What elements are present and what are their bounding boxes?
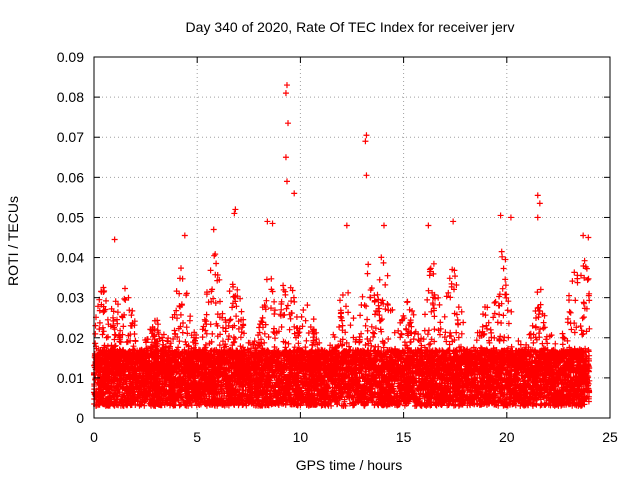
- x-tick-label: 10: [293, 429, 309, 445]
- data-point-outlier: [507, 214, 514, 221]
- x-tick-label: 5: [193, 429, 201, 445]
- data-point-outlier: [210, 226, 217, 233]
- y-axis-label: ROTI / TECUs: [5, 196, 21, 286]
- data-point-outlier: [269, 220, 276, 227]
- x-tick-label: 15: [396, 429, 412, 445]
- data-point-outlier: [232, 206, 239, 213]
- data-point-outlier: [282, 154, 289, 161]
- data-point-outlier: [264, 218, 271, 225]
- data-point-outlier: [536, 200, 543, 207]
- y-tick-label: 0.05: [57, 209, 84, 225]
- y-tick-label: 0.01: [57, 370, 84, 386]
- data-point-outlier: [425, 222, 432, 229]
- x-tick-label: 0: [90, 429, 98, 445]
- chart-title: Day 340 of 2020, Rate Of TEC Index for r…: [186, 19, 515, 35]
- y-tick-label: 0.03: [57, 290, 84, 306]
- axis-ticks: 0 5 10 15 20 25 0 0.01 0.02 0.03 0.04 0.05 0.06 0.07 0…: [57, 49, 618, 445]
- y-tick-label: 0.02: [57, 330, 84, 346]
- scatter-point-cloud: [91, 248, 593, 409]
- plot-frame: [93, 56, 611, 419]
- data-point-outlier: [585, 234, 592, 241]
- data-point-outlier: [497, 212, 504, 219]
- axes-frame: [93, 56, 611, 419]
- data-point-outlier: [282, 90, 289, 97]
- data-point-outlier: [380, 222, 387, 229]
- y-tick-label: 0.06: [57, 169, 84, 185]
- y-tick-label: 0: [76, 410, 84, 426]
- data-point-outlier: [580, 232, 587, 239]
- data-point-outlier: [181, 232, 188, 239]
- data-point-outlier: [363, 132, 370, 139]
- data-point-outlier: [111, 236, 118, 243]
- y-tick-label: 0.08: [57, 89, 84, 105]
- data-point-outlier: [363, 172, 370, 179]
- data-point-outlier: [231, 210, 238, 217]
- data-point-outlier: [534, 214, 541, 221]
- x-axis-label: GPS time / hours: [296, 457, 403, 473]
- data-point-outlier: [291, 190, 298, 197]
- y-tick-label: 0.07: [57, 129, 84, 145]
- data-point-outlier: [362, 138, 369, 145]
- data-points: [91, 82, 593, 409]
- x-tick-label: 20: [499, 429, 515, 445]
- y-tick-label: 0.09: [57, 49, 84, 65]
- data-point-outlier: [343, 222, 350, 229]
- x-tick-label: 25: [602, 429, 618, 445]
- data-point-outlier: [534, 192, 541, 199]
- data-point-outlier: [283, 82, 290, 89]
- data-point-outlier: [450, 218, 457, 225]
- data-point-outlier: [283, 178, 290, 185]
- y-tick-label: 0.04: [57, 250, 84, 266]
- data-point-outlier: [285, 120, 292, 127]
